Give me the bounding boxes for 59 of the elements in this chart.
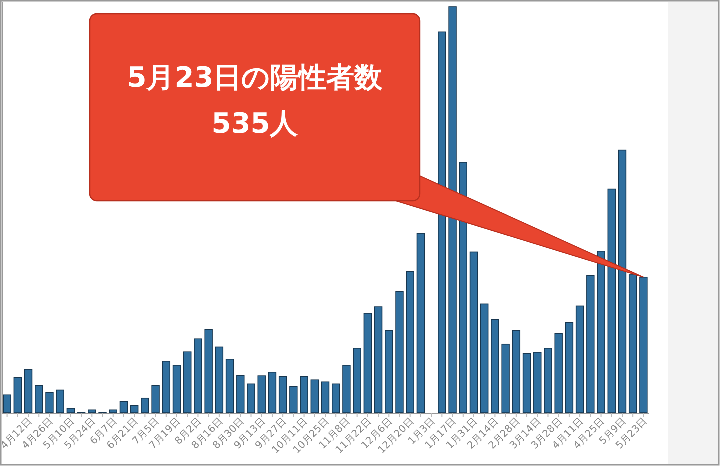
bar — [310, 380, 320, 414]
bar — [332, 384, 340, 414]
bar — [88, 410, 96, 414]
bar — [396, 291, 404, 414]
bar — [321, 382, 330, 414]
bar — [364, 313, 372, 414]
bar — [353, 348, 362, 414]
bar — [565, 322, 574, 414]
bar — [24, 369, 33, 414]
bar — [576, 306, 584, 414]
bar — [247, 384, 256, 414]
bar — [618, 150, 627, 414]
bar — [152, 385, 160, 414]
bar — [14, 377, 22, 414]
bar — [130, 405, 139, 414]
bar — [236, 375, 245, 414]
bar — [109, 410, 118, 414]
bar — [278, 376, 288, 414]
bar — [172, 365, 182, 414]
bar — [406, 271, 414, 414]
bar — [46, 392, 54, 414]
bar — [35, 385, 44, 414]
bar — [608, 188, 616, 414]
bar — [204, 329, 213, 414]
bar — [290, 386, 298, 414]
bar — [385, 330, 394, 414]
callout: 5月23日の陽性者数 535人 — [89, 13, 644, 278]
bar — [258, 376, 266, 414]
bar — [480, 304, 489, 414]
bar — [194, 338, 202, 414]
bar — [56, 390, 64, 414]
bar — [534, 352, 542, 414]
bar — [300, 376, 308, 414]
bar — [640, 276, 648, 414]
bar — [470, 252, 478, 414]
bar — [226, 359, 234, 414]
bar — [448, 6, 457, 414]
bar — [416, 233, 426, 414]
bar — [342, 365, 351, 414]
bar — [522, 353, 532, 414]
annotation: 5月23日の陽性者数 535人 — [127, 61, 384, 140]
bar — [628, 274, 638, 414]
bar — [162, 361, 171, 414]
bar — [374, 306, 383, 414]
bar — [586, 275, 595, 414]
bar — [554, 333, 563, 414]
bar — [597, 251, 606, 414]
bar — [502, 344, 510, 414]
bar — [438, 32, 446, 414]
bar — [120, 401, 128, 414]
bar — [512, 330, 521, 414]
bar — [491, 319, 500, 414]
bar — [66, 408, 76, 414]
bar — [141, 398, 150, 414]
bar — [268, 372, 277, 414]
bar — [3, 394, 12, 414]
bar — [544, 348, 552, 414]
bar — [215, 346, 224, 414]
bar — [184, 352, 192, 414]
